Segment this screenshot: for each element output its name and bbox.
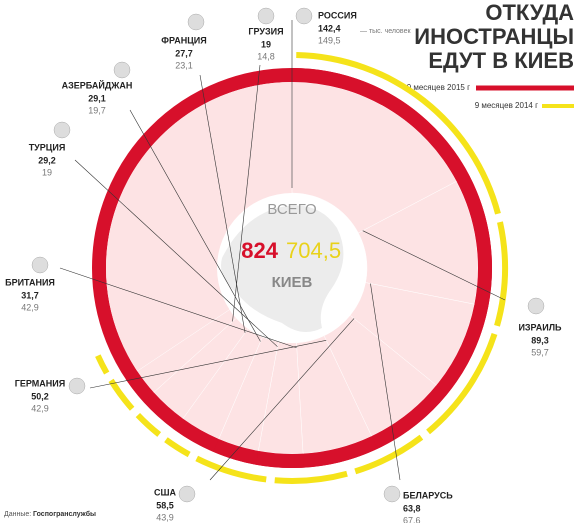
country-name: БЕЛАРУСЬ: [403, 490, 453, 500]
total-2014: 704,5: [286, 238, 341, 263]
center-label: ВСЕГО: [267, 201, 316, 218]
arc-2014: [426, 333, 498, 435]
value-2014: 42,9: [21, 302, 39, 312]
value-2015: 29,1: [88, 93, 106, 103]
title-line: ИНОСТРАНЦЫ: [414, 24, 574, 49]
source-label: Данные:: [4, 511, 31, 518]
leader-line: [129, 109, 261, 342]
flag: [187, 13, 205, 31]
country-name: ФРАНЦИЯ: [161, 35, 206, 45]
leader-line: [89, 340, 327, 389]
arc-2014: [494, 221, 509, 327]
value-2015: 63,8: [403, 503, 421, 513]
flag: [383, 485, 401, 503]
flag: [257, 7, 275, 25]
country-name: ИЗРАИЛЬ: [518, 322, 562, 332]
value-2015: 89,3: [531, 335, 549, 345]
sector-rim: [456, 174, 492, 307]
city-label: КИЕВ: [272, 274, 313, 291]
leader-line: [370, 283, 401, 481]
value-2014: 67,6: [403, 515, 421, 523]
arc-2014: [164, 437, 191, 458]
arc-2014: [296, 52, 501, 215]
value-2015: 58,5: [156, 500, 174, 510]
flag: [527, 297, 545, 315]
sector-rim: [303, 436, 378, 468]
sector-rim: [125, 371, 154, 402]
leader-line: [74, 159, 278, 347]
value-2015: 29,2: [38, 155, 56, 165]
arc-2014: [195, 455, 267, 483]
flag: [295, 7, 313, 25]
value-2014: 23,1: [175, 60, 193, 70]
country-name: ТУРЦИЯ: [29, 142, 66, 152]
leader-line: [59, 267, 297, 349]
value-2015: 27,7: [175, 48, 193, 58]
title-line: ОТКУДА: [485, 0, 574, 25]
value-2014: 149,5: [318, 35, 341, 45]
sector-rim: [371, 385, 448, 449]
unit-note: — тыс. человек: [360, 28, 411, 35]
sector-rim: [255, 450, 304, 469]
country-name: БРИТАНИЯ: [5, 277, 55, 287]
arc-2014: [135, 412, 162, 437]
arc-2014: [108, 378, 135, 411]
sector-rim: [143, 392, 183, 430]
arc-2014: [95, 354, 110, 375]
source-name: Госпогранслужбы: [33, 510, 96, 518]
value-2014: 43,9: [156, 512, 174, 522]
country-name: РОССИЯ: [318, 10, 357, 20]
arc-2014: [274, 470, 348, 484]
total-2015: 824: [241, 238, 278, 263]
legend-label: 9 месяцев 2015 г: [407, 83, 470, 92]
value-2015: 142,4: [318, 23, 341, 33]
flag: [178, 485, 196, 503]
sector-rim: [292, 68, 469, 182]
flag: [31, 256, 49, 274]
leader-line: [199, 74, 246, 333]
leader-line: [209, 318, 355, 481]
flag: [53, 121, 71, 139]
leader-line: [232, 64, 261, 322]
city-shape: [221, 205, 344, 332]
value-2014: 19: [42, 167, 52, 177]
value-2015: 31,7: [21, 290, 39, 300]
value-2015: 19: [261, 39, 271, 49]
flag: [113, 61, 131, 79]
legend-label: 9 месяцев 2014 г: [475, 101, 538, 110]
value-2014: 14,8: [257, 51, 275, 61]
value-2014: 42,9: [31, 403, 49, 413]
country-name: АЗЕРБАЙДЖАН: [62, 79, 133, 90]
leader-line: [362, 230, 506, 301]
title-line: ЕДУТ В КИЕВ: [428, 48, 574, 73]
flag: [68, 377, 86, 395]
country-name: США: [154, 487, 177, 497]
value-2014: 19,7: [88, 105, 106, 115]
value-2015: 50,2: [31, 391, 49, 401]
country-name: ГРУЗИЯ: [248, 26, 283, 36]
sector-rim: [436, 304, 489, 395]
arc-2014: [354, 434, 424, 475]
value-2014: 59,7: [531, 347, 549, 357]
sector-rim: [213, 438, 259, 465]
country-name: ГЕРМАНИЯ: [15, 378, 65, 388]
sector-rim: [174, 418, 219, 452]
